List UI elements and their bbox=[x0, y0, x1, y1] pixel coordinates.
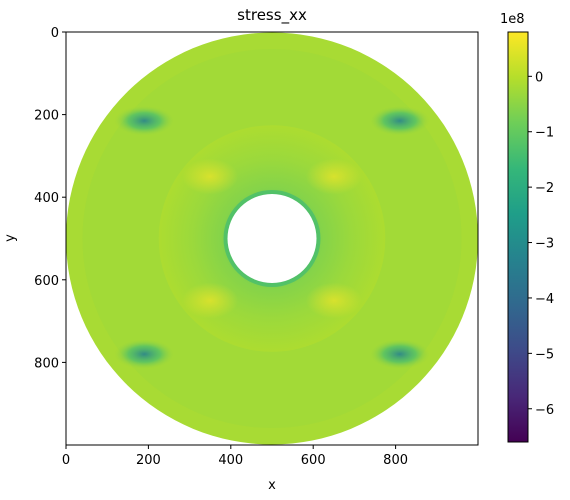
x-tick-label: 0 bbox=[62, 453, 70, 468]
y-tick-label: 800 bbox=[34, 356, 59, 371]
light-patch-2 bbox=[305, 158, 362, 195]
colorbar-tick-label: −1 bbox=[535, 126, 554, 141]
colorbar-tick-label: −4 bbox=[535, 292, 554, 307]
colorbar-tick-label: −3 bbox=[535, 237, 554, 252]
y-tick-label: 200 bbox=[34, 109, 59, 124]
y-axis: 0 200 400 600 800 bbox=[34, 26, 66, 371]
colorbar-multiplier: 1e8 bbox=[500, 12, 525, 27]
light-patch-4 bbox=[305, 282, 362, 319]
chart-title: stress_xx bbox=[237, 6, 307, 25]
y-tick-label: 600 bbox=[34, 274, 59, 289]
colorbar-tick-label: −5 bbox=[535, 347, 554, 362]
colorbar-tick-label: −6 bbox=[535, 403, 554, 418]
colorbar-tick-label: −2 bbox=[535, 181, 554, 196]
light-patch-1 bbox=[182, 158, 239, 195]
x-axis: 0 200 400 600 800 bbox=[62, 445, 408, 468]
plot-frame bbox=[65, 31, 479, 446]
x-axis-label: x bbox=[268, 478, 276, 493]
y-axis-label: y bbox=[3, 234, 18, 242]
hotspot-3 bbox=[112, 338, 177, 371]
hotspot-2 bbox=[367, 104, 432, 137]
center-hole bbox=[227, 194, 317, 283]
x-tick-label: 800 bbox=[383, 453, 408, 468]
y-tick-label: 400 bbox=[34, 191, 59, 206]
plot-area bbox=[66, 32, 478, 445]
hotspot-4 bbox=[367, 338, 432, 371]
colorbar-bar bbox=[507, 31, 529, 443]
x-tick-label: 600 bbox=[301, 453, 326, 468]
colorbar-ticks: 0 −1 −2 −3 −4 −5 −6 bbox=[528, 70, 554, 418]
light-patch-3 bbox=[182, 282, 239, 319]
hotspot-1 bbox=[112, 104, 177, 137]
colorbar: 0 −1 −2 −3 −4 −5 −6 1e8 bbox=[500, 12, 554, 443]
colorbar-tick-label: 0 bbox=[535, 70, 543, 85]
x-tick-label: 200 bbox=[136, 453, 161, 468]
x-tick-label: 400 bbox=[218, 453, 243, 468]
y-tick-label: 0 bbox=[51, 26, 59, 41]
stress-field bbox=[66, 32, 478, 445]
